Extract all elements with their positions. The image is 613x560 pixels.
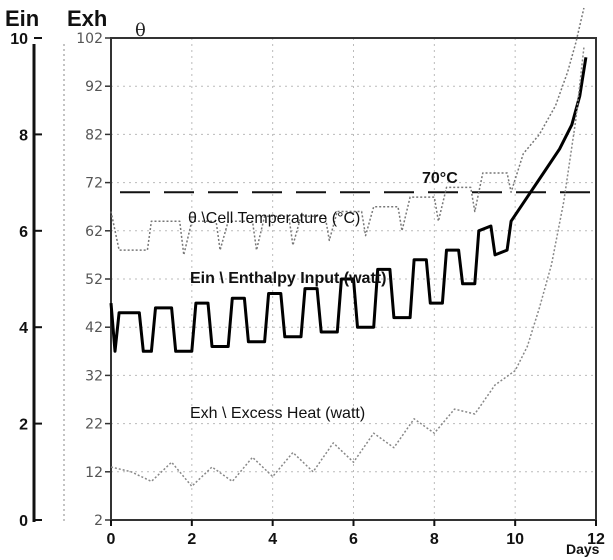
ein-ticks: 0 2 4 6 8 10 bbox=[10, 31, 42, 530]
exh-tick-label: 42 bbox=[85, 320, 103, 336]
series-line-1 bbox=[109, 57, 588, 353]
x-axis-label: Days bbox=[566, 541, 600, 557]
reference-line-label: 70°C bbox=[422, 170, 458, 187]
series-line-0 bbox=[110, 7, 585, 256]
x-tick-label: 0 bbox=[107, 531, 116, 548]
x-tick-label: 4 bbox=[268, 531, 277, 548]
series-label-excess-heat: Exh \ Excess Heat (watt) bbox=[190, 405, 365, 422]
exh-tick-label: 22 bbox=[85, 417, 103, 433]
x-tick-label: 10 bbox=[506, 531, 524, 548]
exh-tick-label: 62 bbox=[85, 224, 103, 240]
exh-tick-label: 72 bbox=[85, 176, 103, 192]
x-tick-label: 8 bbox=[430, 531, 439, 548]
exh-axis-title: Exh bbox=[67, 6, 107, 31]
theta-axis-title: θ bbox=[135, 20, 146, 41]
ein-tick-label: 4 bbox=[19, 320, 28, 337]
x-tick-label: 6 bbox=[349, 531, 358, 548]
exh-tick-label: 102 bbox=[76, 31, 103, 47]
exh-tick-label: 52 bbox=[85, 272, 103, 288]
x-ticks: 0 2 4 6 8 10 12 bbox=[107, 520, 605, 548]
exh-tick-label: 82 bbox=[85, 127, 103, 143]
exh-ticks: 2 12 22 32 42 52 62 72 82 92 102 bbox=[76, 31, 111, 529]
ein-tick-label: 2 bbox=[19, 417, 28, 434]
series-layer bbox=[109, 7, 588, 488]
ein-axis-title: Ein bbox=[5, 6, 39, 31]
series-line-2 bbox=[110, 47, 585, 488]
exh-tick-label: 2 bbox=[94, 513, 103, 529]
ein-tick-label: 6 bbox=[19, 224, 28, 241]
exh-tick-label: 92 bbox=[85, 79, 103, 95]
series-label-cell-temperature: θ \Cell Temperature (°C) bbox=[188, 210, 360, 227]
x-tick-label: 2 bbox=[187, 531, 196, 548]
x-tick-label: 12 bbox=[587, 531, 605, 548]
exh-tick-label: 12 bbox=[85, 465, 103, 481]
ein-tick-label: 0 bbox=[19, 513, 28, 530]
series-label-enthalpy-input: Ein \ Enthalpy Input (watt) bbox=[190, 270, 386, 287]
ein-tick-label: 8 bbox=[19, 127, 28, 144]
exh-tick-label: 32 bbox=[85, 368, 103, 384]
ein-tick-label: 10 bbox=[10, 31, 28, 48]
